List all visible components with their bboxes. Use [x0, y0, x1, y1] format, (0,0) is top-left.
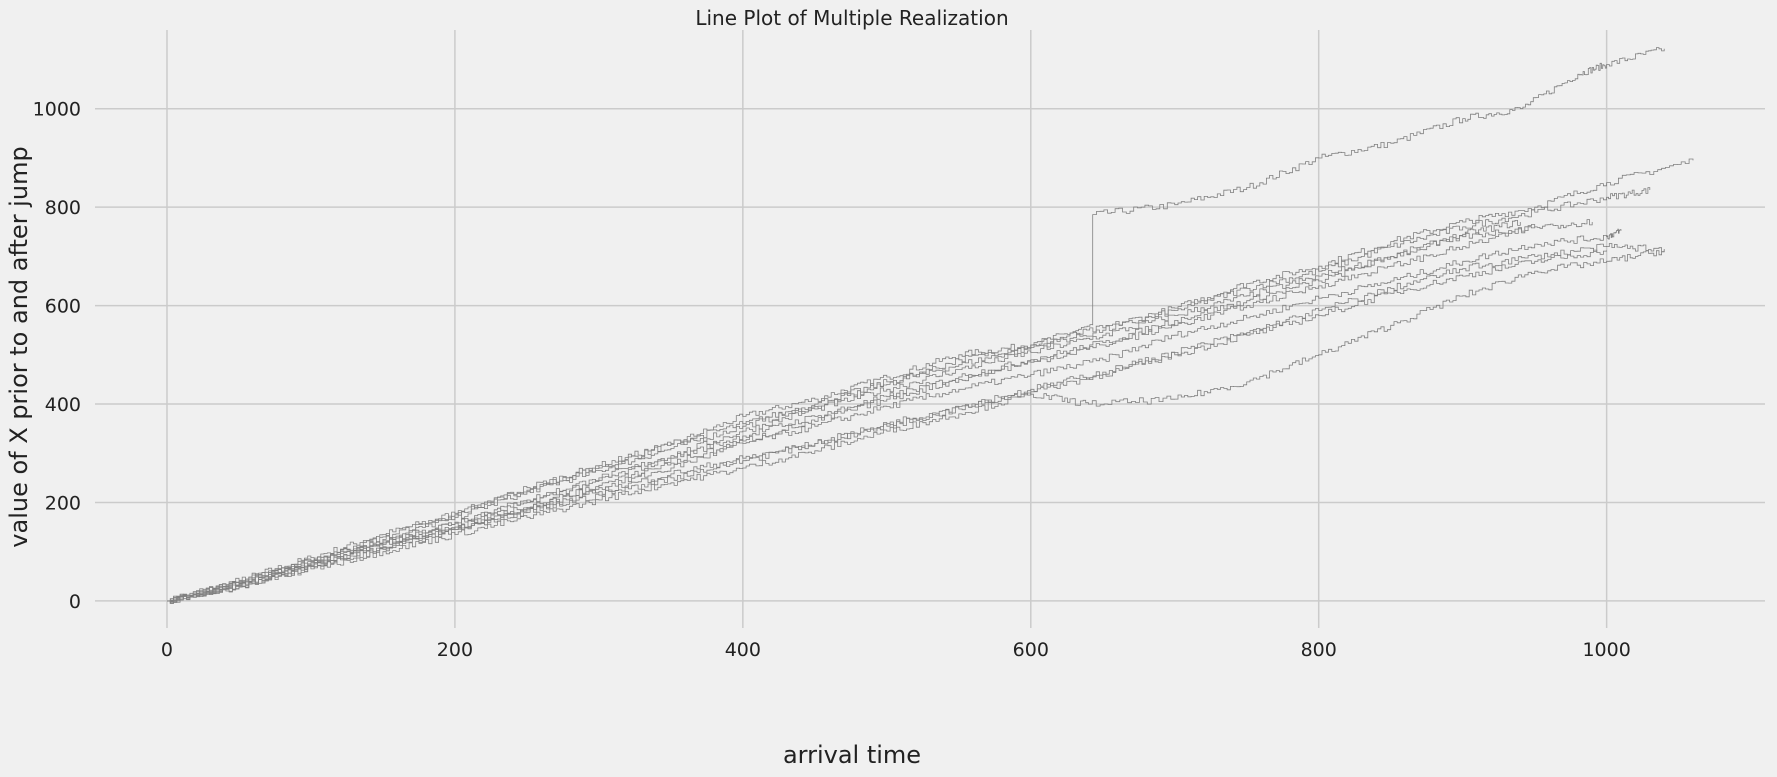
- x-tick-labels: 0 200 400 600 800 1000: [161, 639, 1631, 661]
- series-line-10: [167, 243, 1665, 604]
- series-line-9: [167, 219, 1593, 602]
- y-gridlines: [95, 107, 1765, 602]
- series-line-7: [167, 249, 1607, 604]
- series-line-6: [167, 228, 1622, 603]
- y-tick-label: 1000: [33, 99, 81, 121]
- series-line-2: [167, 158, 1694, 602]
- y-tick-label: 600: [45, 296, 81, 318]
- series-lines: [167, 47, 1694, 604]
- y-tick-label: 800: [45, 197, 81, 219]
- series-line-8: [167, 250, 1665, 602]
- y-tick-label: 0: [69, 591, 81, 613]
- series-line-1: [167, 47, 1665, 604]
- series-line-3: [167, 187, 1651, 604]
- x-tick-label: 800: [1301, 639, 1337, 661]
- x-tick-label: 600: [1013, 639, 1049, 661]
- y-tick-label: 200: [45, 492, 81, 514]
- series-line-5: [167, 224, 1536, 602]
- x-tick-label: 200: [437, 639, 473, 661]
- x-gridlines: [166, 30, 1608, 628]
- x-tick-label: 400: [725, 639, 761, 661]
- x-tick-label: 1000: [1582, 639, 1630, 661]
- x-axis-label: arrival time: [783, 741, 921, 769]
- x-tick-label: 0: [161, 639, 173, 661]
- chart-title: Line Plot of Multiple Realization: [695, 6, 1008, 30]
- y-axis-label: value of X prior to and after jump: [5, 146, 33, 547]
- series-line-4: [167, 220, 1521, 602]
- y-tick-labels: 0 200 400 600 800 1000: [33, 99, 81, 613]
- y-tick-label: 400: [45, 394, 81, 416]
